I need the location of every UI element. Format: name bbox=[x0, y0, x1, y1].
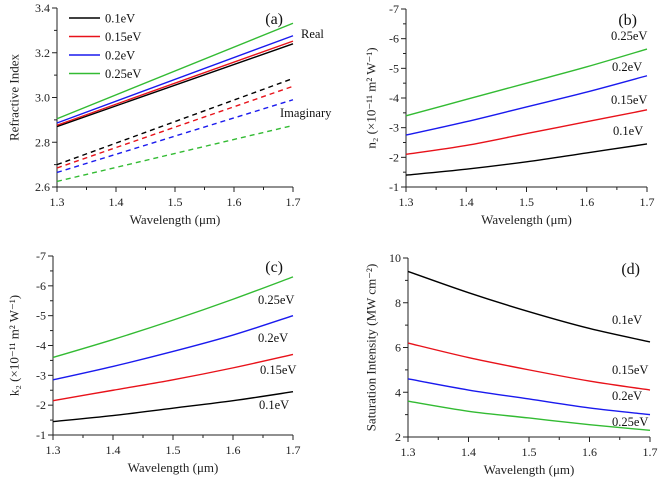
y-tick-label: -5 bbox=[36, 309, 46, 323]
series-line-0_25eV-imaginary bbox=[56, 124, 294, 183]
y-tick-label: -5 bbox=[389, 61, 399, 75]
x-tick-label: 1.7 bbox=[643, 445, 658, 459]
x-tick-label: 1.6 bbox=[582, 445, 597, 459]
y-tick-label: 4 bbox=[395, 385, 401, 399]
y-tick-label: -7 bbox=[389, 2, 399, 16]
x-tick-label: 1.4 bbox=[109, 195, 124, 209]
series-label: 0.1eV bbox=[612, 313, 642, 327]
x-tick-label: 1.5 bbox=[166, 443, 181, 457]
series-line-0_2eV-real bbox=[56, 35, 294, 124]
x-tick-label: 1.5 bbox=[168, 195, 183, 209]
series-line-0_15eV bbox=[407, 342, 651, 391]
series-line-0_25eV bbox=[52, 276, 294, 359]
series-label: 0.15eV bbox=[611, 93, 647, 107]
y-axis-title: Saturation Intensity (MW cm⁻²) bbox=[364, 264, 379, 432]
y-tick-label: -1 bbox=[389, 180, 399, 194]
x-tick-label: 1.4 bbox=[461, 445, 476, 459]
y-tick-label: -4 bbox=[36, 339, 46, 353]
series-label: 0.25eV bbox=[611, 29, 647, 43]
y-tick-label: 8 bbox=[395, 296, 401, 310]
series-label: 0.25eV bbox=[612, 415, 648, 429]
series-label: 0.15eV bbox=[260, 363, 296, 377]
series-line-0_1eV bbox=[407, 270, 651, 343]
series-label: 0.1eV bbox=[259, 398, 289, 412]
x-tick-label: 1.4 bbox=[106, 443, 121, 457]
legend-entry: 0.25eV bbox=[105, 67, 141, 81]
panel-label: (a) bbox=[265, 11, 283, 28]
x-axis-title: Wavelength (μm) bbox=[481, 212, 572, 227]
series-line-0_25eV-real bbox=[56, 22, 294, 120]
y-tick-label: 2.6 bbox=[35, 180, 50, 194]
series-line-0_15eV bbox=[52, 353, 294, 402]
series-line-0_1eV bbox=[405, 143, 648, 176]
panel-c: 1.3 1.4 1.5 1.6 1.7 -1 -2 -3 -4 -5 -6 -7 Wavelength … bbox=[7, 249, 301, 475]
x-axis-title: Wavelength (μm) bbox=[128, 460, 219, 475]
y-tick-label: 10 bbox=[389, 251, 401, 265]
y-tick-label: -2 bbox=[389, 150, 399, 164]
series-line-0_1eV-real bbox=[56, 43, 294, 128]
x-axis-title: Wavelength (μm) bbox=[484, 462, 575, 477]
series-line-0_2eV bbox=[407, 378, 651, 416]
y-tick-label: -7 bbox=[36, 249, 46, 263]
y-tick-label: -3 bbox=[389, 121, 399, 135]
x-tick-label: 1.6 bbox=[579, 195, 594, 209]
series-label: 0.1eV bbox=[613, 124, 643, 138]
x-tick-label: 1.4 bbox=[459, 195, 474, 209]
panel-label: (c) bbox=[265, 259, 283, 276]
y-axis-title: n₂ (×10⁻¹¹ m² W⁻¹) bbox=[364, 47, 379, 148]
series-label: 0.2eV bbox=[612, 60, 642, 74]
panel-b: 1.3 1.4 1.5 1.6 1.7 -1 -2 -3 -4 -5 -6 -7 Wavelength … bbox=[364, 2, 655, 227]
y-tick-label: 2.8 bbox=[35, 135, 50, 149]
legend-entry: 0.15eV bbox=[105, 30, 141, 44]
series-label: 0.2eV bbox=[258, 331, 288, 345]
y-tick-label: -6 bbox=[389, 32, 399, 46]
series-line-0_25eV bbox=[405, 48, 648, 117]
x-tick-label: 1.3 bbox=[46, 443, 61, 457]
annotation-real: Real bbox=[301, 27, 324, 41]
x-axis-title: Wavelength (μm) bbox=[130, 212, 221, 227]
series-line-0_15eV bbox=[405, 109, 648, 156]
panel-label: (d) bbox=[621, 261, 640, 278]
y-tick-label: 3.0 bbox=[35, 91, 50, 105]
y-axis-title: Refractive Index bbox=[7, 54, 22, 141]
series-label: 0.2eV bbox=[612, 389, 642, 403]
legend-entry: 0.1eV bbox=[105, 12, 135, 26]
annotation-imaginary: Imaginary bbox=[280, 106, 332, 120]
series-line-0_25eV bbox=[407, 400, 651, 431]
panel-label: (b) bbox=[618, 12, 637, 29]
x-tick-label: 1.7 bbox=[286, 443, 301, 457]
y-tick-label: 3.4 bbox=[35, 1, 50, 15]
y-tick-label: -1 bbox=[36, 428, 46, 442]
legend-entry: 0.2eV bbox=[105, 49, 135, 63]
series-line-0_2eV bbox=[52, 315, 294, 381]
y-tick-label: -2 bbox=[36, 398, 46, 412]
series-line-0_1eV bbox=[52, 391, 294, 423]
x-tick-label: 1.5 bbox=[522, 445, 537, 459]
y-axis-title: k₂ (×10⁻¹¹ m² W⁻¹) bbox=[7, 295, 22, 396]
x-tick-label: 1.5 bbox=[519, 195, 534, 209]
y-tick-label: 6 bbox=[395, 341, 401, 355]
series-label: 0.25eV bbox=[258, 293, 294, 307]
x-tick-label: 1.3 bbox=[399, 195, 414, 209]
series-line-0_1eV-imaginary bbox=[56, 77, 294, 166]
y-tick-label: -4 bbox=[389, 91, 399, 105]
x-tick-label: 1.7 bbox=[286, 195, 301, 209]
series-line-0_15eV-real bbox=[56, 40, 294, 126]
y-tick-label: 2 bbox=[395, 430, 401, 444]
y-tick-label: -3 bbox=[36, 368, 46, 382]
y-tick-label: 3.2 bbox=[35, 46, 50, 60]
x-tick-label: 1.3 bbox=[401, 445, 416, 459]
y-tick-label: -6 bbox=[36, 279, 46, 293]
series-line-0_2eV bbox=[405, 75, 648, 136]
series-line-0_15eV-imaginary bbox=[56, 85, 294, 169]
x-tick-label: 1.6 bbox=[227, 195, 242, 209]
x-tick-label: 1.7 bbox=[640, 195, 655, 209]
x-tick-label: 1.6 bbox=[226, 443, 241, 457]
series-label: 0.15eV bbox=[612, 363, 648, 377]
panel-a: 1.3 1.4 1.5 1.6 1.7 2.6 2.8 3.0 3.2 3.4 Wavelength… bbox=[7, 1, 333, 227]
panel-d: 1.3 1.4 1.5 1.6 1.7 2 4 6 8 10 Wavelength (μm) Satu… bbox=[364, 251, 658, 477]
x-tick-label: 1.3 bbox=[50, 195, 65, 209]
